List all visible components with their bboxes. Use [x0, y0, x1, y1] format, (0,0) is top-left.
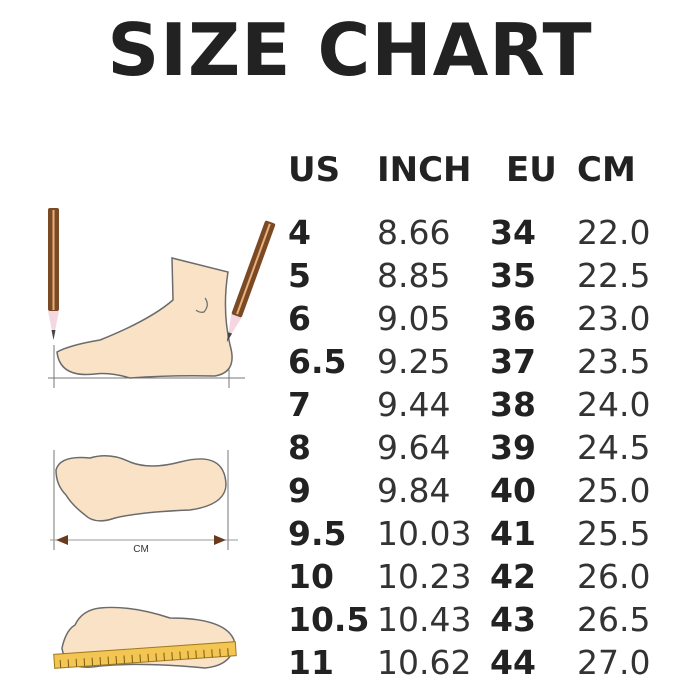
ruler-tick — [147, 653, 149, 662]
table-cell: 10.62 — [377, 643, 472, 682]
table-cell: 35 — [490, 256, 536, 295]
table-cell: 26.5 — [577, 600, 651, 639]
ruler-tick — [227, 648, 229, 657]
table-cell: 25.0 — [577, 471, 651, 510]
ruler-tick — [75, 658, 78, 667]
table-cell: 22.5 — [577, 256, 651, 295]
ruler-tick — [131, 654, 134, 663]
ruler-tick — [99, 657, 102, 666]
table-cell: 40 — [490, 471, 536, 510]
table-cell: 9.5 — [288, 514, 347, 553]
ruler-tick — [179, 651, 181, 660]
table-cell: 23.5 — [577, 342, 651, 381]
table-cell: 9.25 — [377, 342, 451, 381]
ruler-tick — [115, 655, 118, 665]
table-cell: 6 — [288, 299, 311, 338]
table-cell: 43 — [490, 600, 536, 639]
ruler-tick — [155, 653, 157, 662]
table-cell: 8 — [288, 428, 311, 467]
table-cell: 38 — [490, 385, 536, 424]
ruler-tick — [163, 652, 165, 661]
ruler-tick — [59, 659, 62, 668]
table-cell: 10.5 — [288, 600, 370, 639]
column-header: US — [288, 150, 341, 190]
ruler-tick — [171, 652, 173, 661]
table-cell: 9.84 — [377, 471, 451, 510]
column-header: CM — [577, 150, 636, 190]
ruler-tick — [139, 654, 141, 663]
table-cell: 22.0 — [577, 213, 651, 252]
column-header: INCH — [377, 150, 472, 190]
table-cell: 9 — [288, 471, 311, 510]
ruler-tick — [123, 655, 126, 664]
table-cell: 36 — [490, 299, 536, 338]
table-cell: 39 — [490, 428, 536, 467]
side-foot-diagram — [48, 208, 276, 388]
ruler-tick — [187, 650, 189, 660]
ruler-tick — [211, 649, 213, 658]
table-cell: 27.0 — [577, 643, 651, 682]
ruler-tick — [203, 649, 205, 658]
table-cell: 10 — [288, 557, 334, 596]
ruler-icon — [53, 641, 237, 669]
table-cell: 5 — [288, 256, 311, 295]
ruler-tick — [195, 650, 197, 659]
table-cell: 34 — [490, 213, 536, 252]
ruler-tick — [67, 659, 70, 668]
top-foot-diagram: CM — [50, 450, 238, 555]
ruler-tick — [219, 648, 221, 657]
column-header: EU — [506, 150, 557, 190]
table-cell: 41 — [490, 514, 536, 553]
table-cell: 9.05 — [377, 299, 451, 338]
table-cell: 26.0 — [577, 557, 651, 596]
table-cell: 24.5 — [577, 428, 651, 467]
table-cell: 7 — [288, 385, 311, 424]
page-title: SIZE CHART — [107, 8, 593, 92]
length-label: CM — [133, 544, 149, 555]
table-cell: 24.0 — [577, 385, 651, 424]
pencil-icon — [48, 208, 59, 340]
pencil-icon — [226, 220, 276, 343]
ruler-tick — [107, 656, 110, 665]
ruler-foot-diagram — [53, 606, 237, 669]
table-cell: 4 — [288, 213, 311, 252]
table-cell: 23.0 — [577, 299, 651, 338]
table-cell: 10.43 — [377, 600, 472, 639]
table-cell: 11 — [288, 643, 334, 682]
table-cell: 42 — [490, 557, 536, 596]
ruler-tick — [91, 657, 94, 666]
table-cell: 9.64 — [377, 428, 451, 467]
table-cell: 8.66 — [377, 213, 451, 252]
table-cell: 10.03 — [377, 514, 472, 553]
table-cell: 37 — [490, 342, 536, 381]
table-cell: 44 — [490, 643, 536, 682]
ruler-tick — [83, 658, 86, 667]
table-cell: 25.5 — [577, 514, 651, 553]
table-cell: 10.23 — [377, 557, 472, 596]
table-cell: 9.44 — [377, 385, 451, 424]
table-cell: 6.5 — [288, 342, 347, 381]
table-cell: 8.85 — [377, 256, 451, 295]
